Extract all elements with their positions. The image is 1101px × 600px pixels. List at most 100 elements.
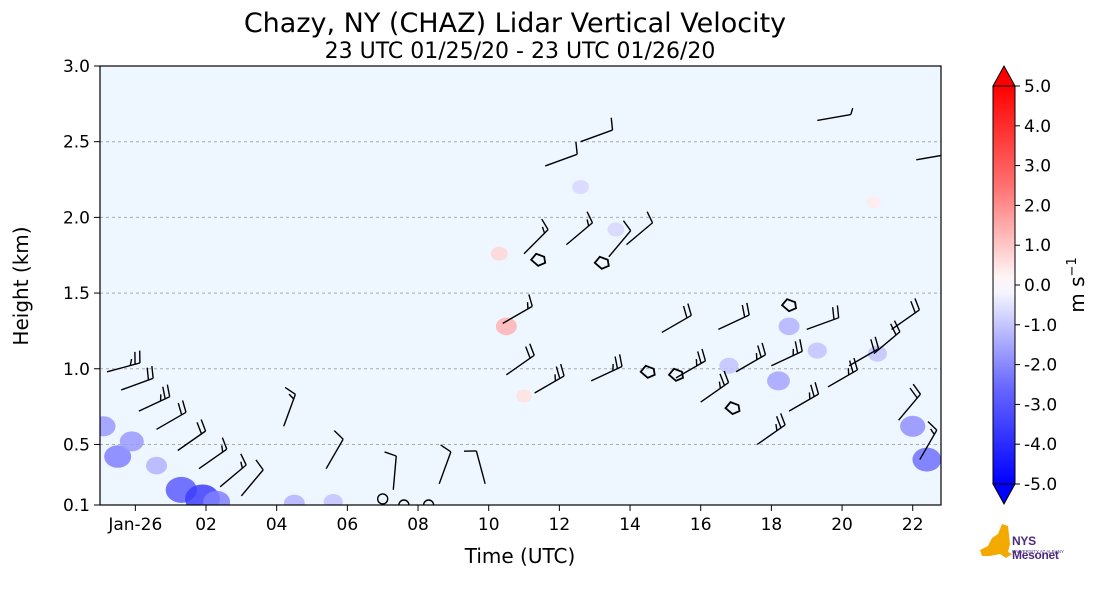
- wind-barb: [919, 421, 938, 460]
- wind-barb: [463, 450, 486, 484]
- barb-staff: [788, 393, 819, 412]
- barb-feather: [687, 303, 692, 316]
- x-tick-label: 20: [831, 515, 853, 535]
- wind-barb: [661, 303, 692, 334]
- barb-staff: [590, 365, 623, 382]
- colorbar-top-arrow: [992, 64, 1016, 87]
- wind-barb: [106, 350, 141, 373]
- barb-staff: [756, 424, 786, 446]
- velocity-patch: [104, 445, 132, 468]
- y-tick-label: 1.0: [63, 360, 90, 380]
- wind-barb: [534, 363, 565, 394]
- barb-feather: [836, 305, 840, 318]
- colorbar-tick-label: 4.0: [1024, 117, 1051, 137]
- wind-barb: [120, 365, 154, 391]
- barb-feather: [622, 220, 632, 232]
- wind-barb: [438, 444, 452, 485]
- colorbar-ticks: 5.0 4.0 3.0 2.0 1.0 0.0 -1.0 -2.0 -3.0 -4.0 -5.0: [1015, 77, 1057, 495]
- wind-barb: [177, 419, 207, 452]
- barb-staff: [898, 393, 921, 421]
- barb-feather: [541, 218, 549, 231]
- barb-feather: [610, 117, 614, 131]
- barb-feather: [910, 300, 916, 314]
- wind-barb: [523, 218, 549, 255]
- barb-staff: [806, 317, 839, 331]
- barb-staff: [523, 229, 549, 255]
- barb-feather: [741, 304, 746, 318]
- wind-barb: [156, 400, 187, 430]
- barb-feather: [166, 384, 171, 397]
- barb-staff: [505, 354, 535, 376]
- barb-feather: [930, 428, 935, 435]
- barb-feather: [850, 107, 854, 115]
- wind-barb: [580, 117, 614, 143]
- barb-staff: [735, 354, 766, 373]
- barb-staff: [392, 455, 397, 490]
- barb-staff: [580, 129, 613, 143]
- colorbar-label-unit: m s: [1065, 276, 1089, 312]
- barb-feather: [799, 339, 803, 352]
- colorbar-tick-label: -3.0: [1024, 395, 1057, 415]
- velocity-patch: [778, 317, 800, 336]
- chart-subtitle: 23 UTC 01/25/20 - 23 UTC 01/26/20: [325, 39, 716, 64]
- wind-barb: [756, 413, 786, 446]
- barb-feather: [697, 351, 702, 364]
- barb-staff: [106, 362, 141, 373]
- y-tick-label: 2.0: [63, 208, 90, 228]
- barb-feather: [950, 142, 951, 154]
- barb-feather: [151, 365, 154, 379]
- barb-feather: [284, 386, 296, 395]
- velocity-patch: [495, 317, 517, 336]
- barb-feather: [255, 459, 264, 471]
- barb-staff: [919, 429, 938, 460]
- barb-staff: [827, 369, 858, 388]
- colorbar-tick-label: -1.0: [1024, 316, 1057, 336]
- barb-feather: [129, 358, 133, 366]
- barb-feather: [831, 307, 835, 320]
- wind-barb: [771, 339, 803, 367]
- velocity-patch: [516, 389, 532, 403]
- velocity-patch: [490, 246, 508, 261]
- wind-barb: [735, 342, 767, 373]
- barb-feather: [162, 386, 166, 400]
- velocity-patch: [866, 196, 882, 209]
- barb-feather: [555, 366, 561, 379]
- velocity-contour: [593, 255, 610, 270]
- barb-staff: [325, 438, 344, 470]
- barb-feather: [177, 402, 183, 416]
- barb-feather: [586, 211, 594, 224]
- x-tick-label: 08: [407, 515, 429, 535]
- velocity-patch: [119, 431, 144, 452]
- barb-staff: [817, 113, 851, 122]
- chart-title: Chazy, NY (CHAZ) Lidar Vertical Velocity: [244, 8, 786, 39]
- y-axis-ticks: 0.1 0.5 1.0 1.5 2.0 2.5 3.0: [63, 57, 100, 516]
- barb-feather: [575, 141, 578, 155]
- barb-staff: [156, 411, 187, 430]
- colorbar-tick-label: 3.0: [1024, 157, 1051, 177]
- colorbar-tick-label: -2.0: [1024, 356, 1057, 376]
- velocity-patch: [807, 342, 827, 359]
- wind-barb: [891, 298, 921, 330]
- wind-barb: [283, 386, 297, 427]
- velocity-contour: [529, 252, 547, 267]
- barb-staff: [700, 381, 729, 403]
- colorbar-fill: [992, 85, 1016, 485]
- barb-feather: [723, 370, 730, 383]
- wind-barb: [608, 220, 632, 258]
- barb-feather: [682, 305, 688, 319]
- wind-barb: [817, 107, 854, 122]
- wind-barb: [384, 451, 397, 490]
- barb-feather: [927, 421, 938, 431]
- wind-barb: [916, 142, 951, 161]
- wind-barb: [219, 453, 247, 488]
- barb-feather: [541, 226, 546, 234]
- barb-staff: [502, 305, 533, 324]
- velocity-patch: [900, 415, 926, 437]
- velocity-patch: [100, 416, 116, 437]
- wind-barb: [198, 437, 228, 470]
- colorbar-tick-label: 5.0: [1024, 77, 1051, 97]
- barb-staff: [138, 396, 170, 412]
- barb-feather: [810, 384, 815, 397]
- colorbar-label: m s−1: [1065, 257, 1089, 312]
